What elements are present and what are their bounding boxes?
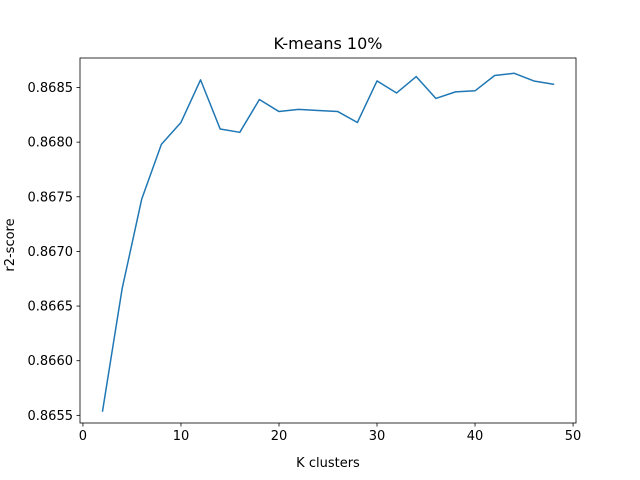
x-tick-label: 10 (173, 429, 190, 444)
plot-area: 0 10 20 30 40 50 0.8655 0.8660 0.8665 0.8670 0.867… (28, 57, 582, 444)
x-tick-label: 40 (467, 429, 484, 444)
plot-frame (79, 57, 577, 424)
x-tick-label: 50 (565, 429, 582, 444)
y-tick-label: 0.8685 (28, 81, 74, 96)
y-tick-label: 0.8655 (28, 409, 74, 424)
y-tick-label: 0.8665 (28, 300, 74, 315)
y-axis-label: r2-score (3, 218, 18, 271)
y-tick-label: 0.8675 (28, 190, 74, 205)
x-tick-label: 30 (369, 429, 386, 444)
y-tick-label: 0.8660 (28, 354, 74, 369)
x-axis-label: K clusters (296, 456, 360, 471)
x-tick-label: 0 (79, 429, 87, 444)
y-tick-label: 0.8680 (28, 136, 74, 151)
series-line-0 (101, 72, 555, 412)
y-tick-label: 0.8670 (28, 245, 74, 260)
x-tick-label: 20 (271, 429, 288, 444)
chart-title: K-means 10% (274, 34, 383, 53)
